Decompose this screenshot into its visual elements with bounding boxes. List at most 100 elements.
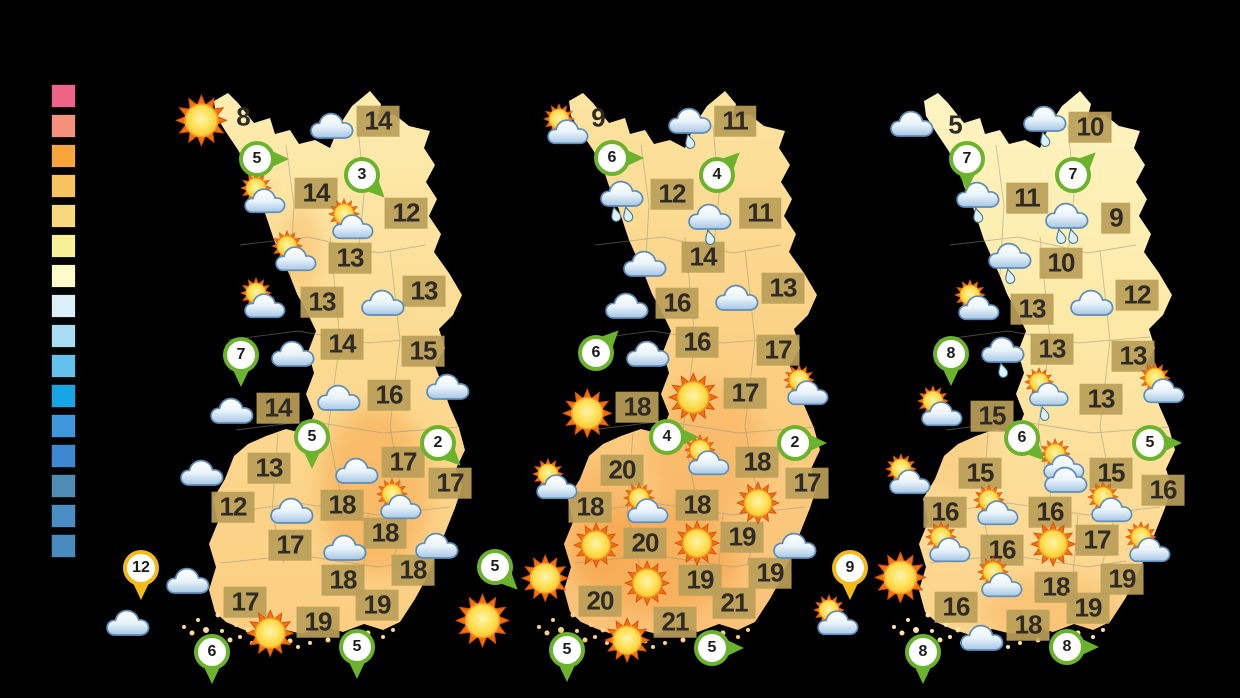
temperature-label: 17	[723, 377, 767, 409]
temperature-label: 13	[761, 272, 805, 304]
wind-pin[interactable]: 7	[223, 337, 259, 387]
temperature-label: 11	[714, 105, 756, 137]
temperature-label: 18	[321, 564, 365, 596]
wind-pin[interactable]: 2	[420, 425, 467, 472]
temperature-label: 17	[756, 334, 800, 366]
temperature-label: 12	[211, 491, 255, 523]
wind-pin-value: 6	[591, 344, 601, 361]
temperature-label: 16	[923, 496, 967, 528]
wind-pin[interactable]: 6	[1004, 420, 1051, 467]
wind-pin[interactable]: 6	[194, 634, 230, 684]
wind-pin-tail	[204, 667, 220, 684]
temperature-label: 13	[247, 452, 291, 484]
wind-pin-tail	[682, 429, 699, 445]
temperature-label: 18	[568, 491, 612, 523]
wind-pin-tail	[233, 370, 249, 387]
wind-pin-value: 5	[352, 638, 362, 655]
temperature-label: 11	[739, 197, 781, 229]
wind-pin[interactable]: 3	[344, 157, 391, 204]
temperature-label: 17	[268, 529, 312, 561]
wind-pin-value: 6	[1017, 429, 1027, 446]
wind-pin-value: 5	[1145, 434, 1155, 451]
wind-pin-tail	[133, 583, 149, 600]
wind-pin-value: 5	[490, 558, 500, 575]
temperature-label: 17	[428, 467, 472, 499]
temperature-label: 18	[320, 489, 364, 521]
wind-pin-tail	[959, 174, 975, 191]
wind-pin[interactable]: 4	[699, 146, 746, 193]
legend-swatch	[51, 174, 76, 198]
wind-pin-tail	[559, 665, 575, 682]
temperature-label: 13	[1030, 333, 1074, 365]
wind-pin-value: 7	[236, 346, 246, 363]
wind-pin-value: 5	[562, 641, 572, 658]
temperature-label: 17	[223, 586, 267, 618]
temperature-label: 13	[1079, 383, 1123, 415]
wind-pin[interactable]: 8	[933, 336, 969, 386]
temperature-label: 17	[785, 467, 829, 499]
temperature-label: 19	[1066, 592, 1110, 624]
temperature-label: 9	[1101, 202, 1131, 234]
wind-pin[interactable]: 5	[339, 629, 375, 679]
wind-pin-value: 2	[433, 434, 443, 451]
temperature-label: 12	[650, 178, 694, 210]
wind-pin[interactable]: 4	[649, 419, 699, 455]
wind-pin[interactable]: 2	[777, 425, 827, 461]
temperature-label: 13	[328, 242, 372, 274]
wind-pin[interactable]: 8	[1049, 629, 1099, 665]
wind-pin[interactable]: 5	[239, 141, 289, 177]
wind-pin[interactable]: 5	[549, 632, 585, 682]
temperature-label: 18	[615, 391, 659, 423]
wind-pin-value: 6	[207, 643, 217, 660]
wind-pin[interactable]: 7	[1055, 146, 1102, 193]
temperature-label: 19	[748, 557, 792, 589]
wind-pin[interactable]: 6	[594, 140, 644, 176]
temperature-label: 16	[367, 379, 411, 411]
temperature-label: 20	[600, 454, 644, 486]
temperature-label: 10	[1068, 111, 1112, 143]
legend-swatch	[51, 264, 76, 288]
temperature-label: 15	[1089, 457, 1133, 489]
legend-swatch	[51, 354, 76, 378]
wind-pin-value: 8	[946, 345, 956, 362]
temperature-label: 16	[980, 534, 1024, 566]
temperature-label: 5	[948, 109, 963, 140]
wind-pin[interactable]: 12	[123, 550, 159, 600]
temperature-label: 19	[296, 606, 340, 638]
wind-pin[interactable]: 8	[905, 634, 941, 684]
legend-swatch	[51, 444, 76, 468]
legend-swatch	[51, 294, 76, 318]
temperature-label: 16	[934, 591, 978, 623]
wind-pin-tail	[842, 583, 858, 600]
temperature-label: 17	[1075, 524, 1119, 556]
legend-swatch	[51, 384, 76, 408]
temperature-label: 16	[675, 326, 719, 358]
legend-swatch	[51, 204, 76, 228]
wind-pin[interactable]: 7	[949, 141, 985, 191]
wind-pin-tail	[915, 667, 931, 684]
legend-swatch	[51, 474, 76, 498]
temperature-label: 8	[236, 101, 251, 132]
temperature-label: 16	[1028, 496, 1072, 528]
temperature-label: 16	[655, 287, 699, 319]
temperature-label: 13	[402, 275, 446, 307]
temperature-label: 13	[300, 286, 344, 318]
wind-pin[interactable]: 5	[694, 630, 744, 666]
wind-pin[interactable]: 6	[578, 324, 625, 371]
wind-pin[interactable]: 9	[832, 550, 868, 600]
legend-swatch	[51, 504, 76, 528]
temperature-label: 12	[384, 197, 428, 229]
wind-pin[interactable]: 5	[477, 549, 524, 596]
wind-pin[interactable]: 5	[1132, 425, 1182, 461]
temperature-label: 14	[320, 328, 364, 360]
wind-pin-value: 5	[307, 428, 317, 445]
temperature-label: 16	[1141, 474, 1185, 506]
legend-swatch	[51, 234, 76, 258]
wind-pin-value: 5	[707, 639, 717, 656]
wind-pin[interactable]: 5	[294, 419, 330, 469]
wind-pin-tail	[272, 151, 289, 167]
wind-pin-tail	[1165, 435, 1182, 451]
temperature-label: 18	[1006, 609, 1050, 641]
temperature-label: 15	[401, 335, 445, 367]
temperature-label: 18	[391, 554, 435, 586]
